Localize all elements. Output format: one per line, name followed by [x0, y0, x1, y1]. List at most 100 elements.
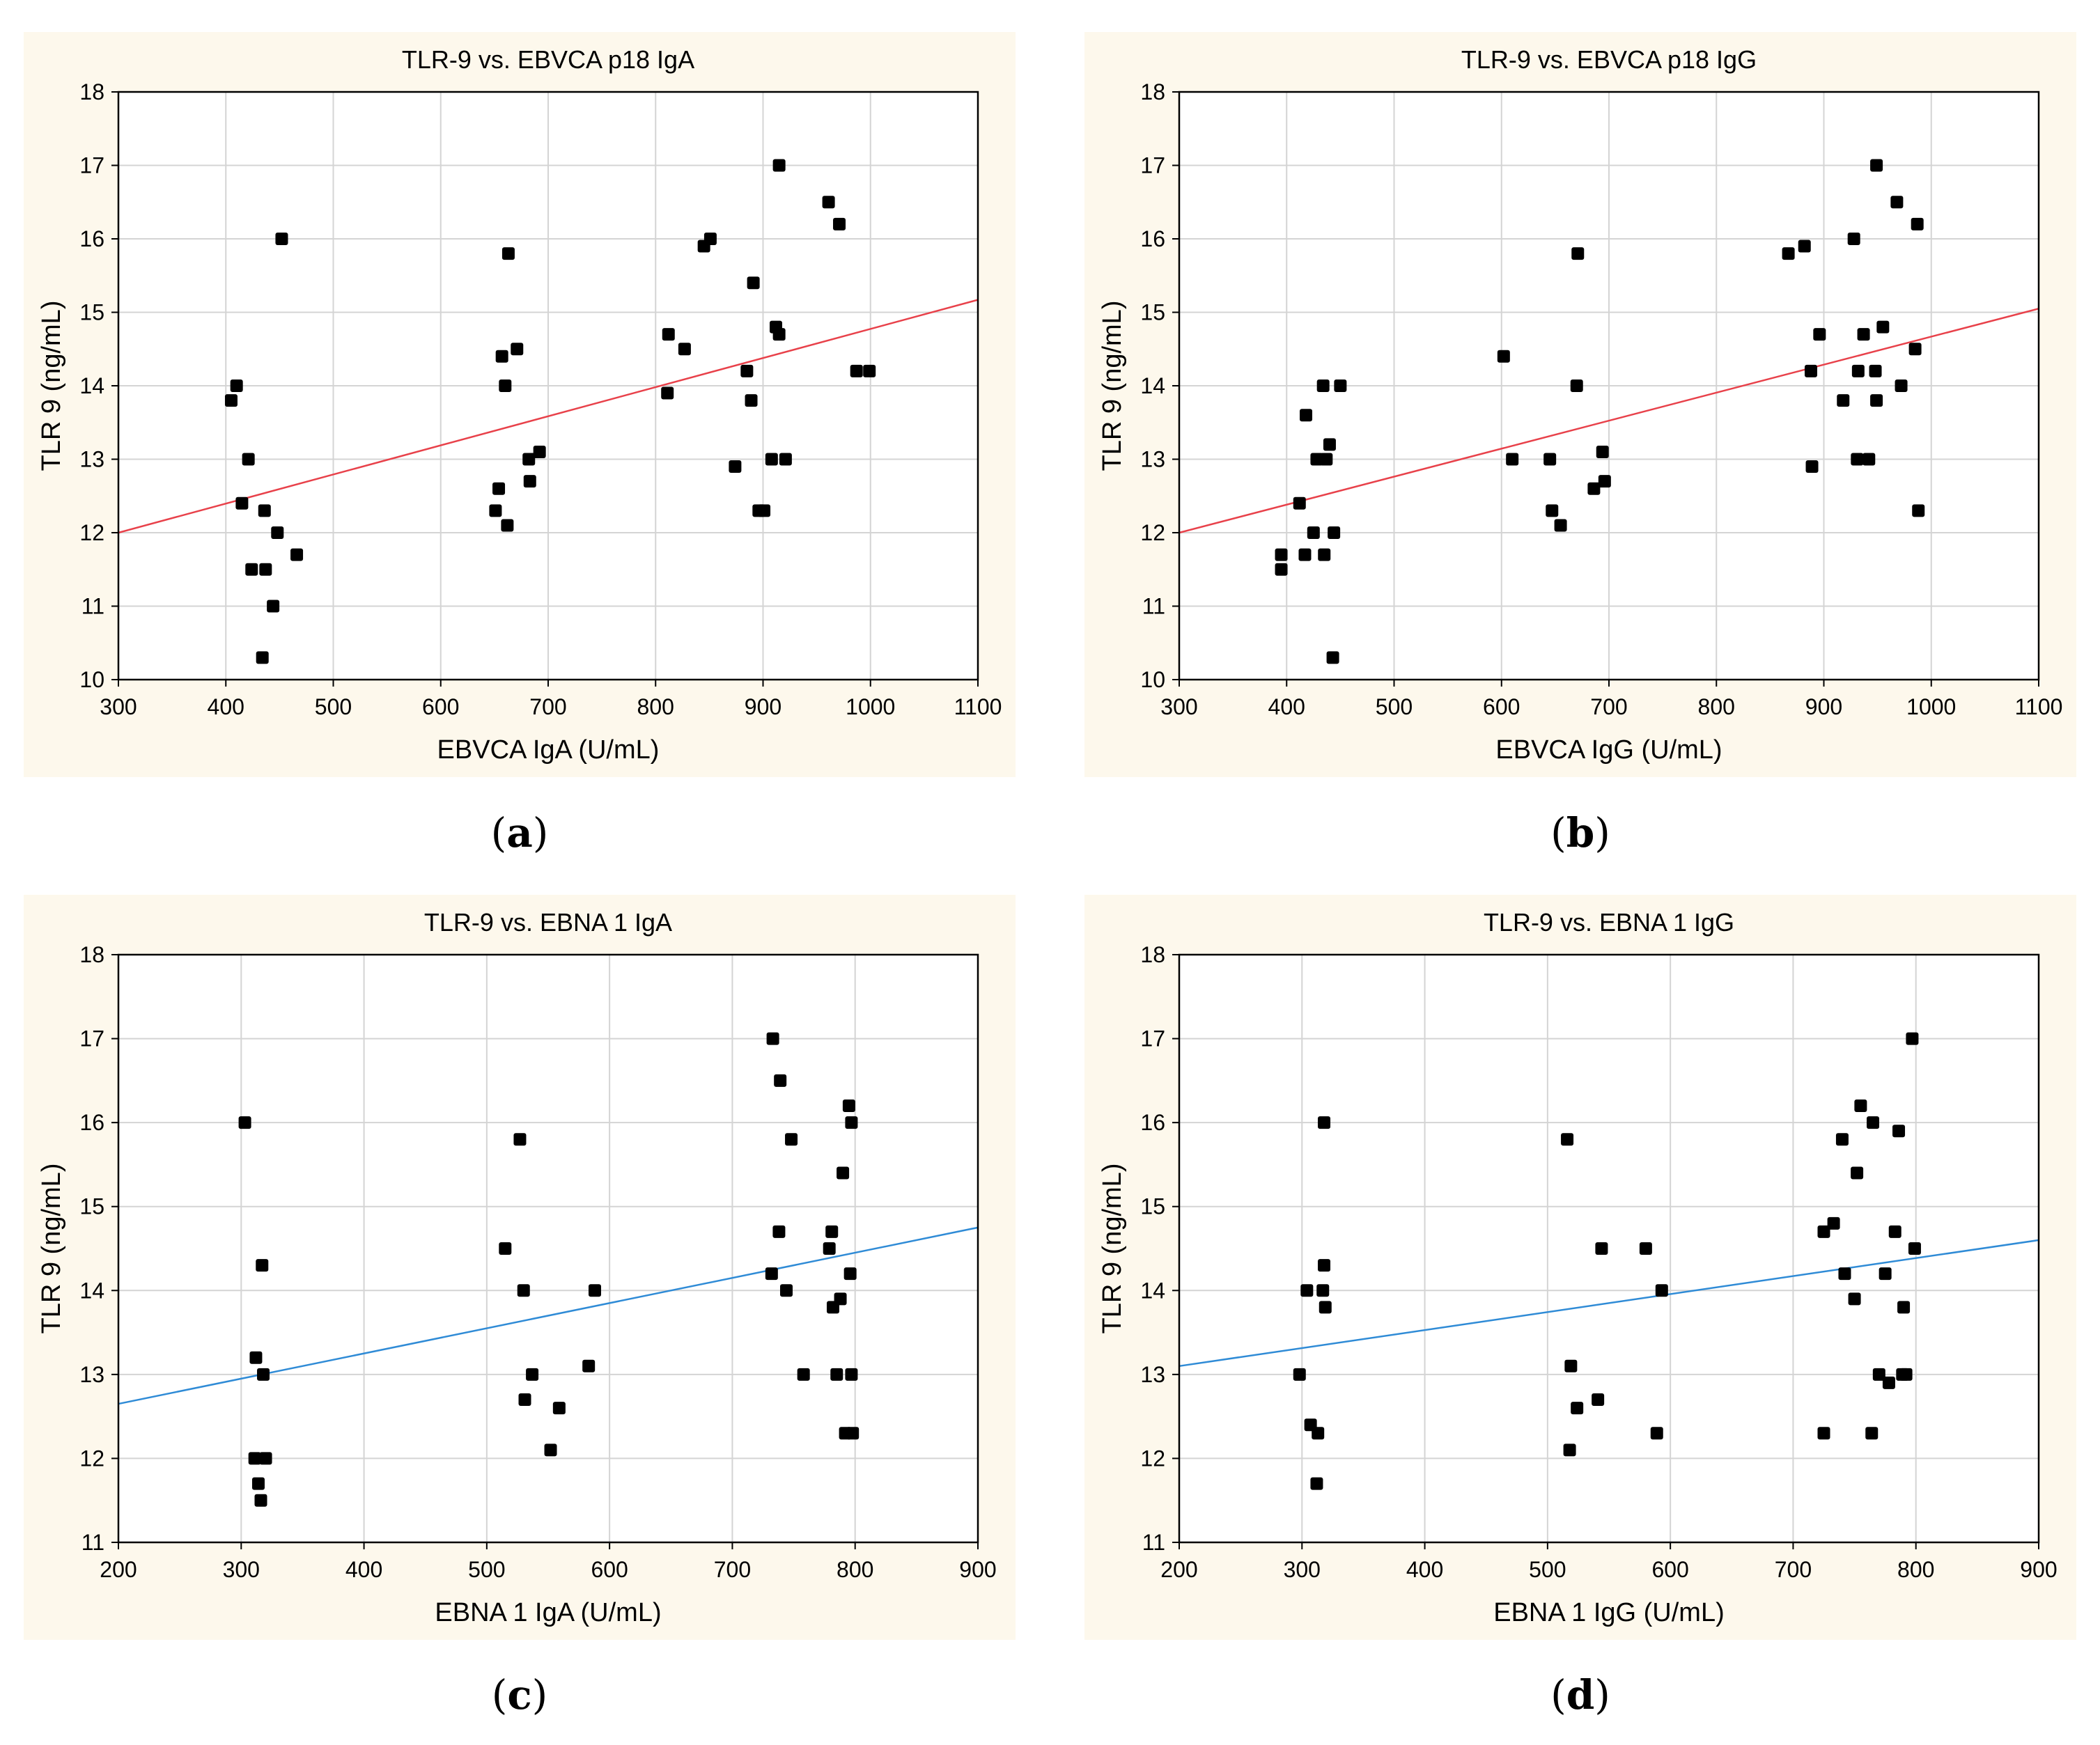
y-axis-label: TLR 9 (ng/mL)	[37, 1164, 66, 1334]
subfigure-label-a: (a)	[490, 809, 549, 856]
chart-title: TLR-9 vs. EBVCA p18 IgA	[402, 45, 694, 74]
data-point	[1326, 651, 1339, 664]
data-point	[1906, 1032, 1919, 1045]
data-point	[1867, 1116, 1880, 1129]
data-point	[785, 1133, 798, 1146]
data-point	[1837, 394, 1850, 407]
data-point	[1862, 453, 1876, 466]
data-point	[1827, 1216, 1840, 1230]
y-axis: 11 12 13 14 15 16 17 18	[1140, 942, 1179, 1555]
x-tick-label: 900	[1805, 694, 1842, 719]
data-point	[1310, 453, 1323, 466]
data-point	[1506, 453, 1519, 466]
y-tick-label: 11	[1142, 1530, 1165, 1555]
data-point	[1851, 1166, 1864, 1180]
data-point	[845, 1116, 858, 1129]
data-point	[523, 475, 536, 488]
data-point	[1655, 1284, 1668, 1297]
data-point	[1307, 526, 1320, 539]
data-point	[1318, 1116, 1331, 1129]
data-point	[1497, 350, 1510, 363]
plot-area	[1179, 955, 2039, 1542]
x-axis: 300 400 500 600 700 800 900 1000 1100	[1160, 680, 2062, 719]
data-point	[492, 482, 506, 495]
x-tick-label: 600	[422, 694, 459, 719]
data-point	[1310, 1477, 1323, 1490]
plot-frame	[117, 91, 979, 681]
data-point	[842, 1100, 855, 1113]
data-point	[850, 364, 863, 377]
y-tick-label: 10	[79, 667, 104, 692]
data-point	[582, 1359, 596, 1372]
x-tick-label: 900	[745, 694, 781, 719]
data-point	[1876, 320, 1890, 334]
data-point	[1275, 563, 1288, 576]
data-point	[1888, 1225, 1901, 1238]
data-point	[499, 1242, 512, 1255]
scatter-chart-c: 200 300 400 500 600 700 800 900 11 12 13 14 15 16 17 18…	[37, 908, 997, 1627]
x-tick-label: 300	[223, 1557, 260, 1582]
y-axis-label: TLR 9 (ng/mL)	[37, 301, 66, 471]
data-point	[772, 328, 786, 341]
data-point	[1571, 247, 1585, 260]
data-point	[1865, 1427, 1879, 1440]
data-point	[1319, 1301, 1332, 1314]
data-point	[1598, 475, 1611, 488]
y-tick-label: 14	[1140, 373, 1165, 398]
data-point	[1323, 438, 1336, 451]
data-point	[758, 504, 771, 517]
scatter-chart-b: 300 400 500 600 700 800 900 1000 110010111213141…	[1098, 45, 2062, 765]
y-tick-label: 14	[79, 373, 104, 398]
data-point	[1798, 240, 1811, 253]
data-point	[1892, 1125, 1906, 1138]
data-point	[825, 1225, 839, 1238]
y-tick-label: 16	[1140, 226, 1165, 251]
y-tick-label: 11	[81, 1530, 104, 1555]
y-tick-label: 13	[79, 447, 104, 472]
regression-line	[1179, 1239, 2039, 1368]
data-point	[1543, 453, 1557, 466]
x-tick-label: 800	[1897, 1557, 1934, 1582]
data-point	[846, 1427, 860, 1440]
x-tick-label: 900	[959, 1557, 996, 1582]
data-point	[766, 1032, 779, 1045]
data-points	[1293, 1032, 1921, 1490]
data-point	[834, 1292, 847, 1306]
data-point	[1650, 1427, 1663, 1440]
data-point	[267, 600, 280, 613]
data-point	[1293, 496, 1306, 510]
data-points	[238, 1032, 860, 1507]
y-tick-label: 10	[1140, 667, 1165, 692]
x-tick-label: 800	[837, 1557, 873, 1582]
data-point	[1879, 1267, 1892, 1281]
data-point	[1899, 1368, 1913, 1381]
scatter-chart-d: 200 300 400 500 600 700 800 900 11 12 13 14 15 16 17 18…	[1098, 908, 2058, 1627]
data-point	[256, 1259, 269, 1272]
data-point	[765, 453, 778, 466]
y-tick-label: 18	[1140, 79, 1165, 104]
data-point	[499, 379, 512, 392]
data-point	[245, 563, 258, 576]
data-point	[774, 1074, 787, 1087]
data-point	[238, 1116, 251, 1129]
y-tick-label: 12	[79, 1446, 104, 1471]
data-point	[224, 394, 238, 407]
data-point	[797, 1368, 810, 1381]
subfigure-label-d: (d)	[1550, 1671, 1610, 1719]
x-tick-label: 700	[1775, 1557, 1812, 1582]
data-point	[740, 364, 754, 377]
data-point	[1571, 1402, 1584, 1415]
x-tick-label: 200	[1160, 1557, 1197, 1582]
data-point	[822, 196, 835, 209]
data-point	[1320, 453, 1333, 466]
data-point	[1804, 364, 1817, 377]
regression-line	[1179, 308, 2039, 534]
data-point	[1857, 328, 1870, 341]
y-tick-label: 11	[1142, 594, 1165, 619]
y-tick-label: 17	[1140, 153, 1165, 178]
data-point	[1908, 343, 1922, 356]
data-point	[501, 247, 515, 260]
data-point	[772, 159, 786, 172]
data-point	[513, 1133, 527, 1146]
data-point	[1300, 409, 1313, 422]
